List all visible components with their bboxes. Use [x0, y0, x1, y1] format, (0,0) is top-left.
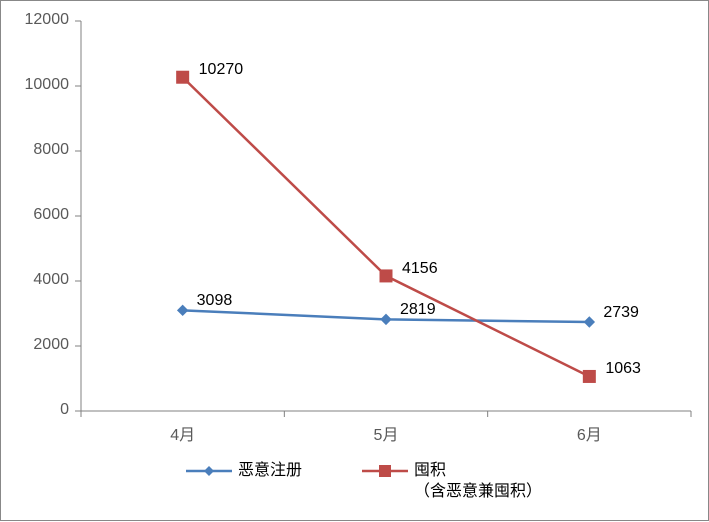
- y-tick-label: 12000: [1, 11, 69, 29]
- y-tick-label: 8000: [1, 141, 69, 159]
- data-label: 2739: [603, 304, 639, 322]
- y-tick-label: 0: [1, 401, 69, 419]
- legend-sample: [186, 461, 232, 481]
- y-tick-label: 2000: [1, 336, 69, 354]
- x-tick-label: 4月: [143, 421, 223, 445]
- data-label: 1063: [605, 360, 641, 378]
- legend-item: 囤积（含恶意兼囤积）: [362, 461, 542, 503]
- legend-label: 囤积（含恶意兼囤积）: [414, 461, 542, 503]
- legend-sublabel: （含恶意兼囤积）: [414, 483, 542, 500]
- x-tick-label: 5月: [346, 421, 426, 445]
- legend: 恶意注册 囤积（含恶意兼囤积）: [186, 461, 542, 503]
- legend-label: 恶意注册: [238, 461, 302, 482]
- data-label: 4156: [402, 260, 438, 278]
- y-tick-label: 4000: [1, 271, 69, 289]
- x-tick-label: 6月: [549, 421, 629, 445]
- data-label: 2819: [400, 301, 436, 319]
- line-chart: 0 2000 4000 6000 8000 10000 12000 4月 5月 6月 3098 281…: [0, 0, 709, 521]
- y-tick-label: 10000: [1, 76, 69, 94]
- data-label: 10270: [199, 61, 244, 79]
- y-tick-label: 6000: [1, 206, 69, 224]
- legend-sample: [362, 461, 408, 481]
- data-label: 3098: [197, 292, 233, 310]
- legend-item: 恶意注册: [186, 461, 302, 482]
